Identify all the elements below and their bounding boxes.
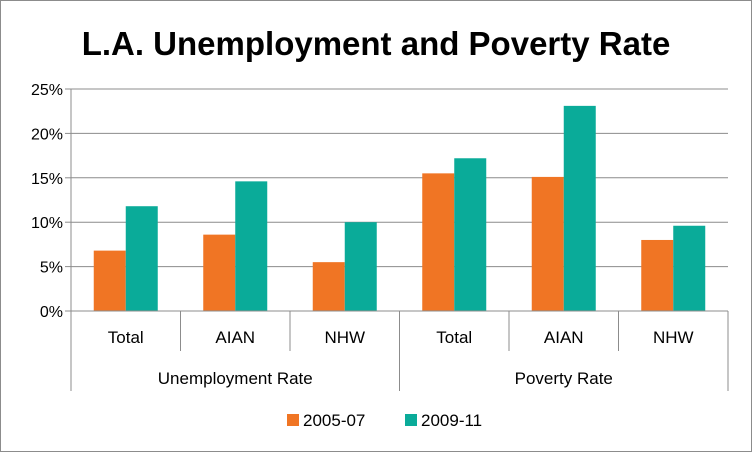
bar-2005-07-total [422,173,455,311]
y-tick-label: 25% [31,82,63,99]
bar-2009-11-nhw [673,225,706,311]
legend-label: 2009-11 [421,411,482,430]
legend-label: 2005-07 [303,411,365,430]
bar-2005-07-aian [203,234,236,311]
y-tick-label: 15% [31,171,63,188]
y-tick-label: 10% [31,215,63,232]
category-label: NHW [324,328,365,347]
y-axis-ticks: 0% 5% 10% 15% 20% 25% [31,82,63,321]
y-tick-label: 0% [40,304,63,321]
legend-swatch [287,414,299,426]
x-axis: Total AIAN NHW Total AIAN NHW Unemployment Rat… [70,310,729,391]
y-tick-label: 5% [40,260,63,277]
y-tick-label: 20% [31,126,63,143]
bar-2005-07-nhw [312,262,345,311]
bar-2009-11-total [125,206,158,311]
bar-2005-07-nhw [641,239,674,311]
category-label: AIAN [215,328,255,347]
category-label: AIAN [544,328,584,347]
bar-2005-07-total [93,250,126,311]
legend-swatch [405,414,417,426]
bar-2009-11-aian [563,105,596,311]
category-label: NHW [653,328,694,347]
bar-2009-11-nhw [344,222,377,311]
bar-2009-11-aian [235,181,268,311]
category-label: Total [436,328,472,347]
legend: 2005-07 2009-11 [287,411,482,430]
gridlines [65,88,728,312]
category-label: Total [108,328,144,347]
bars [93,105,706,311]
group-label: Poverty Rate [515,369,613,388]
chart-title: L.A. Unemployment and Poverty Rate [82,25,671,62]
bar-2009-11-total [454,158,487,311]
group-label: Unemployment Rate [158,369,313,388]
bar-2005-07-aian [531,176,564,311]
